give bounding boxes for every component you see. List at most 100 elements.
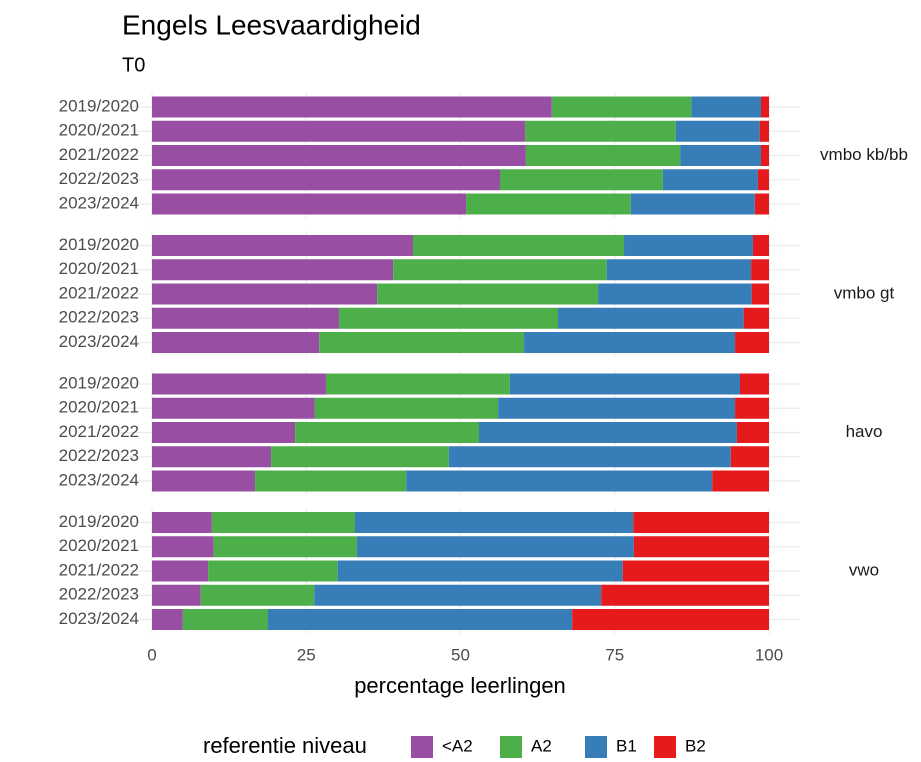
bar-segment <box>736 422 769 443</box>
bar-segment <box>337 560 623 582</box>
bar-segment <box>152 235 413 256</box>
bar-segment <box>551 96 692 118</box>
bar-segment <box>633 512 769 533</box>
bar-segment <box>152 560 209 582</box>
bar-segment <box>754 193 769 215</box>
y-tick-label: 2022/2023 <box>59 446 139 465</box>
bar-segment <box>622 560 769 582</box>
facet-label: vmbo gt <box>834 283 895 302</box>
bar-segment <box>752 235 769 256</box>
bar-segment <box>466 193 631 215</box>
x-tick-label: 100 <box>755 645 783 664</box>
bar-segment <box>152 397 315 419</box>
legend-key <box>654 736 676 758</box>
bar-segment <box>759 120 769 142</box>
bar-segment <box>760 96 769 118</box>
bar-segment <box>601 584 769 606</box>
bar-segment <box>152 96 552 118</box>
y-tick-label: 2019/2020 <box>59 235 139 254</box>
bar-segment <box>557 307 744 329</box>
bar-segment <box>479 422 737 443</box>
bar-segment <box>152 470 256 492</box>
y-tick-label: 2022/2023 <box>59 169 139 188</box>
bar-segment <box>152 120 526 142</box>
bar-segment <box>152 259 394 281</box>
legend-title: referentie niveau <box>203 733 367 758</box>
y-tick-label: 2019/2020 <box>59 373 139 392</box>
x-tick-label: 50 <box>451 645 470 664</box>
bar-segment <box>633 536 769 558</box>
bar-segment <box>152 283 378 305</box>
y-tick-label: 2021/2022 <box>59 283 139 302</box>
bar-segment <box>624 235 753 256</box>
bar-segment <box>152 145 526 166</box>
legend-label: B2 <box>685 736 706 755</box>
bar-segment <box>152 609 183 630</box>
bar-segment <box>743 307 769 329</box>
bar-segment <box>598 283 752 305</box>
bar-segment <box>319 332 525 353</box>
bar-segment <box>255 470 407 492</box>
chart-title: Engels Leesvaardigheid <box>122 9 421 40</box>
bar-segment <box>314 397 499 419</box>
bar-segment <box>356 536 634 558</box>
bar-segment <box>200 584 315 606</box>
bar-segment <box>211 512 355 533</box>
bar-segment <box>152 193 467 215</box>
y-tick-label: 2020/2021 <box>59 536 139 555</box>
bar-segment <box>760 145 769 166</box>
legend-label: B1 <box>616 736 637 755</box>
x-tick-label: 75 <box>605 645 624 664</box>
y-tick-label: 2023/2024 <box>59 470 139 489</box>
facet-label: vwo <box>849 560 879 579</box>
bar-segment <box>325 373 510 395</box>
bar-segment <box>152 512 212 533</box>
bar-segment <box>691 96 761 118</box>
bar-segment <box>675 120 760 142</box>
bar-segment <box>182 609 268 630</box>
y-tick-label: 2019/2020 <box>59 96 139 115</box>
bar-segment <box>525 145 681 166</box>
bar-segment <box>152 422 296 443</box>
bar-segment <box>377 283 599 305</box>
bar-segment <box>393 259 607 281</box>
bar-segment <box>499 169 663 191</box>
facet-label: vmbo kb/bb <box>820 145 908 164</box>
bar-segment <box>152 169 500 191</box>
legend-label: <A2 <box>442 736 473 755</box>
bar-segment <box>712 470 769 492</box>
legend-label: A2 <box>531 736 552 755</box>
bar-segment <box>314 584 602 606</box>
bar-segment <box>730 446 769 468</box>
bar-segment <box>406 470 713 492</box>
y-tick-label: 2023/2024 <box>59 332 139 351</box>
legend-key <box>500 736 522 758</box>
bar-segment <box>498 397 736 419</box>
bar-segment <box>267 609 573 630</box>
bar-segment <box>338 307 558 329</box>
legend-key <box>411 736 433 758</box>
bar-segment <box>152 307 339 329</box>
y-tick-label: 2020/2021 <box>59 398 139 417</box>
bar-segment <box>152 584 201 606</box>
facet-label: havo <box>846 422 883 441</box>
bar-segment <box>354 512 634 533</box>
bar-segment <box>412 235 625 256</box>
y-tick-label: 2021/2022 <box>59 560 139 579</box>
bar-segment <box>606 259 752 281</box>
bar-segment <box>208 560 338 582</box>
x-tick-label: 0 <box>147 645 156 664</box>
bar-segment <box>735 397 769 419</box>
bar-segment <box>751 259 769 281</box>
bar-segment <box>295 422 480 443</box>
bar-segment <box>751 283 769 305</box>
bar-segment <box>572 609 769 630</box>
y-tick-label: 2023/2024 <box>59 609 139 628</box>
bar-segment <box>662 169 758 191</box>
bar-segment <box>740 373 769 395</box>
x-tick-label: 25 <box>297 645 316 664</box>
bar-segment <box>630 193 755 215</box>
y-tick-label: 2022/2023 <box>59 308 139 327</box>
bar-segment <box>152 446 272 468</box>
